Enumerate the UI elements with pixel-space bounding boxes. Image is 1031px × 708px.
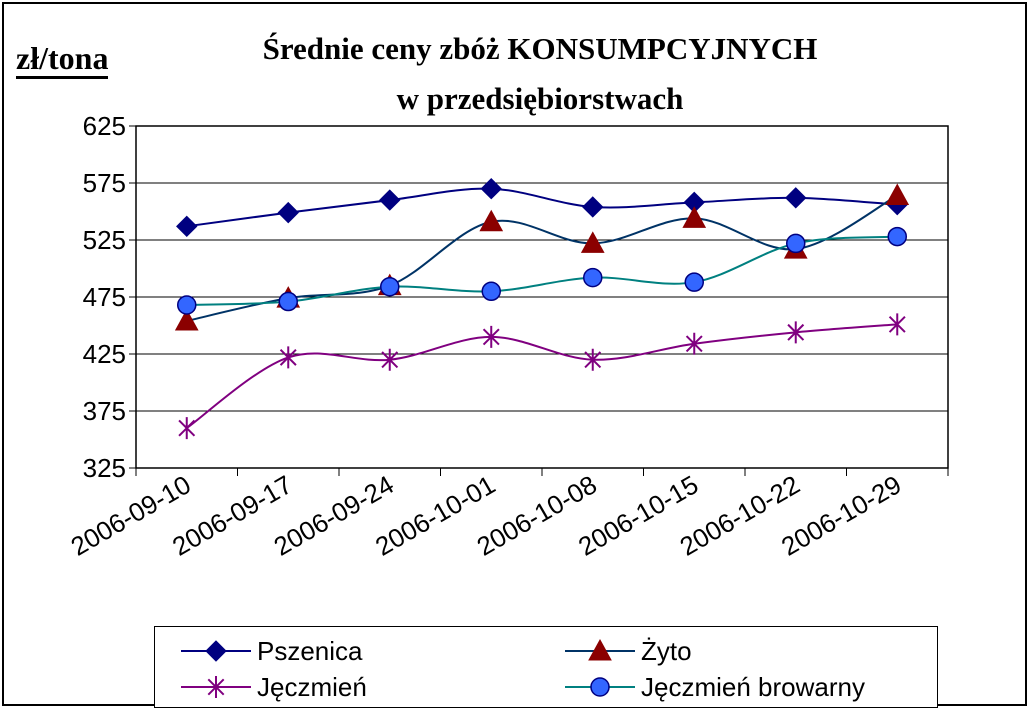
line-chart: 6255755254754253753252006-09-102006-09-1… [66, 111, 949, 562]
legend: Pszenica Żyto Jęczmień Jęczmień browarny [154, 626, 938, 708]
data-point-series-0 [582, 196, 604, 218]
data-point-series-2 [381, 348, 399, 371]
data-point-series-2 [482, 325, 500, 348]
data-point-series-0 [379, 189, 401, 211]
data-point-series-1 [174, 308, 199, 331]
y-tick-label: 425 [83, 339, 126, 369]
data-point-series-3 [278, 291, 298, 312]
y-tick-label: 375 [83, 396, 126, 426]
data-point-series-1 [682, 206, 707, 228]
data-point-series-0 [277, 201, 299, 224]
data-point-series-1 [885, 183, 910, 206]
data-point-series-0 [176, 215, 198, 238]
data-point-series-0 [785, 187, 807, 209]
legend-swatch-series-2 [181, 676, 251, 698]
legend-label-series-1: Żyto [641, 635, 692, 666]
series-line-0 [186, 187, 898, 228]
data-point-series-1 [580, 231, 605, 253]
legend-swatch-series-0 [181, 640, 251, 662]
legend-label-series-3: Jęczmień browarny [641, 671, 865, 702]
legend-swatch-series-3 [565, 677, 635, 697]
y-axis-unit-label: zł/tona [16, 40, 109, 79]
legend-marker [590, 677, 610, 697]
legend-marker [588, 638, 612, 661]
y-tick-label: 325 [83, 453, 126, 483]
data-point-series-2 [279, 346, 297, 369]
y-tick-label: 525 [83, 225, 126, 255]
legend-marker [205, 640, 227, 662]
chart-title-line2: w przedsiębiorstwach [396, 81, 684, 116]
data-point-series-3 [177, 295, 197, 315]
chart-title: Średnie ceny zbóż KONSUMPCYJNYCH w przed… [200, 24, 880, 124]
y-tick-label: 625 [83, 111, 126, 141]
data-point-series-2 [787, 321, 805, 344]
legend-marker [207, 676, 225, 698]
series-line-2 [186, 323, 898, 429]
legend-swatch-series-1 [565, 638, 635, 661]
data-point-series-3 [786, 233, 806, 254]
chart-title-line1: Średnie ceny zbóż KONSUMPCYJNYCH [262, 31, 818, 66]
y-tick-label: 475 [83, 282, 126, 312]
data-point-series-3 [684, 272, 704, 292]
legend-item-series-1: Żyto [563, 633, 692, 669]
data-point-series-2 [178, 417, 196, 440]
y-tick-label: 575 [83, 168, 126, 198]
legend-item-series-2: Jęczmień [179, 669, 367, 705]
legend-label-series-2: Jęczmień [257, 671, 367, 702]
data-point-series-2 [888, 313, 906, 336]
data-point-series-3 [481, 281, 501, 302]
series-line-1 [186, 194, 898, 322]
data-point-series-1 [479, 209, 504, 232]
legend-item-series-0: Pszenica [179, 633, 363, 669]
data-point-series-0 [480, 177, 502, 200]
data-point-series-3 [887, 226, 907, 247]
data-point-series-2 [685, 332, 703, 355]
series-line-3 [186, 235, 898, 306]
data-point-series-3 [583, 267, 603, 288]
data-point-series-2 [584, 348, 602, 371]
legend-label-series-0: Pszenica [257, 635, 363, 666]
legend-item-series-3: Jęczmień browarny [563, 669, 865, 705]
data-point-series-3 [380, 276, 400, 297]
